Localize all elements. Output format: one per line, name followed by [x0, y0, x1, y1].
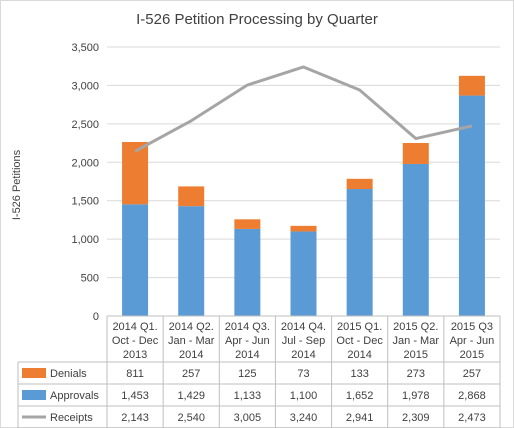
- bar-denials: [234, 219, 261, 229]
- category-label: 2014 Q2.: [169, 321, 214, 333]
- chart-title: I-526 Petition Processing by Quarter: [136, 11, 378, 28]
- data-label: 1,429: [177, 390, 205, 402]
- bar-approvals: [458, 95, 485, 316]
- bar-denials: [290, 225, 317, 232]
- category-label: 2014: [179, 349, 203, 361]
- category-label: 2014: [347, 349, 371, 361]
- bar-denials: [178, 186, 205, 207]
- category-label: 2014 Q1.: [112, 321, 157, 333]
- data-label: 257: [463, 368, 481, 380]
- y-tick-label: 2,500: [71, 119, 99, 131]
- data-label: 3,005: [234, 412, 262, 424]
- category-label: Oct - Dec: [336, 335, 383, 347]
- data-label: 257: [182, 368, 200, 380]
- data-label: 1,978: [402, 390, 430, 402]
- legend-key-approvals: [22, 390, 46, 400]
- data-label: 811: [126, 368, 144, 380]
- category-label: 2015 Q3: [451, 321, 493, 333]
- data-label: 73: [297, 368, 309, 380]
- category-label: 2015 Q2.: [393, 321, 438, 333]
- data-label: 1,453: [121, 390, 149, 402]
- category-label: Jan - Mar: [168, 335, 215, 347]
- data-label: 2,941: [346, 412, 374, 424]
- data-label: 2,143: [121, 412, 149, 424]
- bar-denials: [346, 178, 373, 190]
- category-label: Apr - Jun: [450, 335, 495, 347]
- y-tick-label: 0: [93, 311, 99, 323]
- bar-approvals: [122, 204, 149, 316]
- data-label: 1,133: [234, 390, 262, 402]
- y-tick-label: 3,000: [71, 80, 99, 92]
- y-axis-label: I-526 Petitions: [11, 149, 23, 220]
- category-label: Jan - Mar: [393, 335, 440, 347]
- bar-approvals: [346, 189, 373, 316]
- y-tick-label: 1,000: [71, 234, 99, 246]
- bar-approvals: [290, 231, 317, 316]
- data-label: 2,473: [458, 412, 486, 424]
- legend-label-approvals: Approvals: [50, 390, 99, 402]
- data-label: 2,868: [458, 390, 486, 402]
- bar-approvals: [178, 206, 205, 316]
- data-label: 273: [407, 368, 425, 380]
- data-label: 2,309: [402, 412, 430, 424]
- y-tick-label: 500: [81, 273, 99, 285]
- data-label: 3,240: [290, 412, 318, 424]
- legend-key-denials: [22, 368, 46, 378]
- legend-label-denials: Denials: [50, 368, 87, 380]
- y-tick-label: 2,000: [71, 157, 99, 169]
- category-label: 2013: [123, 349, 147, 361]
- category-label: Jul - Sep: [282, 335, 325, 347]
- data-label: 2,540: [177, 412, 205, 424]
- category-label: 2015: [460, 349, 484, 361]
- category-label: 2014 Q4.: [281, 321, 326, 333]
- category-label: Apr - Jun: [225, 335, 270, 347]
- bar-approvals: [402, 163, 429, 316]
- data-label: 133: [350, 368, 368, 380]
- y-tick-label: 3,500: [71, 42, 99, 54]
- data-label: 1,100: [290, 390, 318, 402]
- category-label: 2014 Q3.: [225, 321, 270, 333]
- category-label: 2015: [404, 349, 428, 361]
- bar-denials: [122, 141, 149, 205]
- y-tick-label: 1,500: [71, 196, 99, 208]
- line-receipts: [134, 65, 473, 153]
- bar-denials: [458, 75, 485, 96]
- category-label: 2015 Q1.: [337, 321, 382, 333]
- data-label: 125: [238, 368, 256, 380]
- legend-label-receipts: Receipts: [50, 412, 93, 424]
- bar-approvals: [234, 228, 261, 316]
- data-label: 1,652: [346, 390, 374, 402]
- category-label: Oct - Dec: [112, 335, 159, 347]
- bar-denials: [402, 142, 429, 164]
- category-label: 2014: [235, 349, 259, 361]
- category-label: 2014: [291, 349, 315, 361]
